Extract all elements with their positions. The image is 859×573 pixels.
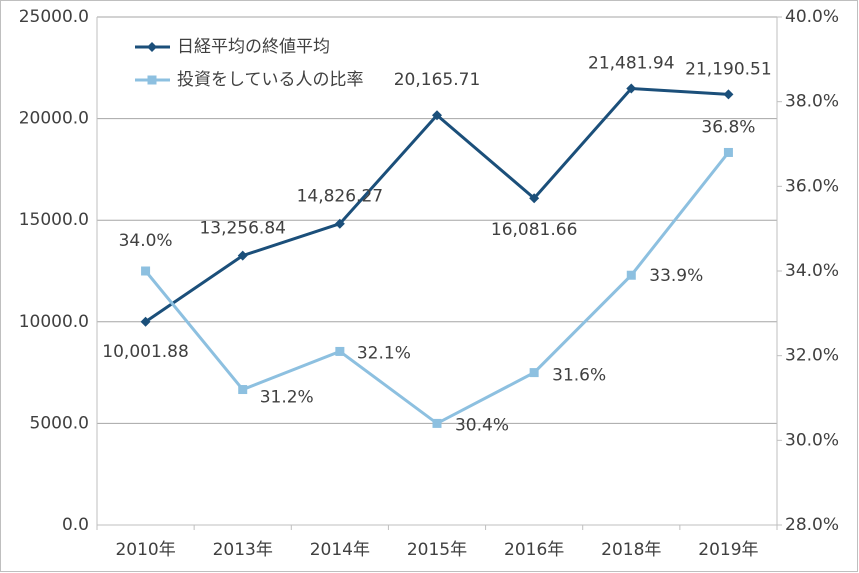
data-point <box>237 250 248 261</box>
data-label: 36.8% <box>701 117 755 137</box>
legend-marker <box>147 42 157 52</box>
x-tick-label: 2019年 <box>698 540 758 560</box>
data-point <box>626 83 637 94</box>
y-tick-label: 20000.0 <box>19 109 89 129</box>
data-point <box>529 193 540 204</box>
data-label: 10,001.88 <box>102 342 189 362</box>
legend-label: 投資をしている人の比率 <box>177 70 364 90</box>
y2-tick-label: 32.0% <box>785 346 839 366</box>
x-tick-label: 2014年 <box>310 540 370 560</box>
data-label: 21,481.94 <box>588 53 675 73</box>
data-point <box>723 89 734 100</box>
y2-tick-label: 28.0% <box>785 515 839 535</box>
data-point <box>432 110 442 121</box>
data-point <box>334 218 345 229</box>
data-point <box>140 316 151 327</box>
y-tick-label: 0.0 <box>62 515 89 535</box>
data-label: 31.2% <box>260 388 314 408</box>
y2-tick-label: 36.0% <box>785 176 839 196</box>
data-label: 34.0% <box>119 231 173 251</box>
data-point <box>238 385 248 395</box>
y-tick-label: 25000.0 <box>19 7 89 27</box>
data-label: 32.1% <box>357 343 411 363</box>
data-point <box>723 147 733 157</box>
data-point <box>335 346 345 356</box>
legend-label: 日経平均の終値平均 <box>177 37 330 57</box>
data-label: 31.6% <box>552 366 606 386</box>
y2-tick-label: 34.0% <box>785 261 839 281</box>
data-label: 14,826.27 <box>297 187 384 207</box>
y-tick-label: 10000.0 <box>19 312 89 332</box>
y2-tick-label: 30.0% <box>785 430 839 450</box>
data-point <box>432 418 442 428</box>
data-point <box>529 368 539 378</box>
y2-tick-label: 40.0% <box>785 7 839 27</box>
legend-marker <box>147 75 157 85</box>
data-point <box>626 270 636 280</box>
data-label: 20,165.71 <box>394 70 481 90</box>
x-tick-label: 2018年 <box>601 540 661 560</box>
x-tick-label: 2016年 <box>504 540 564 560</box>
x-tick-label: 2013年 <box>213 540 273 560</box>
data-label: 13,256.84 <box>199 219 286 239</box>
data-label: 21,190.51 <box>685 59 772 79</box>
y-tick-label: 5000.0 <box>30 413 89 433</box>
x-tick-label: 2015年 <box>407 540 467 560</box>
data-label: 30.4% <box>455 415 509 435</box>
data-point <box>141 266 151 276</box>
x-tick-label: 2010年 <box>115 540 175 560</box>
y2-tick-label: 38.0% <box>785 92 839 112</box>
data-label: 16,081.66 <box>491 220 578 240</box>
data-label: 33.9% <box>649 266 703 286</box>
y-tick-label: 15000.0 <box>19 210 89 230</box>
